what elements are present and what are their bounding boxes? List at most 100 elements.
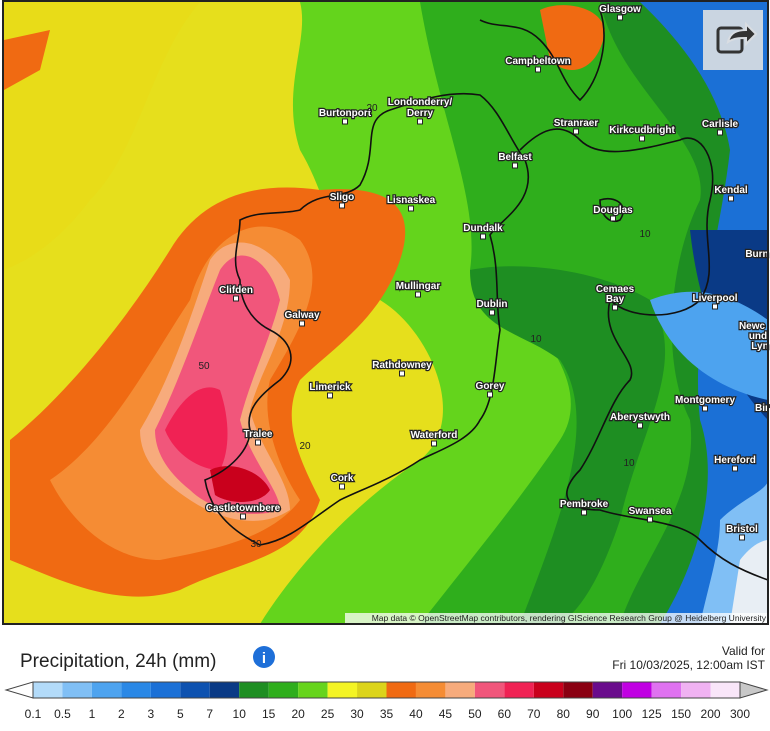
info-button[interactable]: i bbox=[253, 646, 275, 668]
place-marker bbox=[399, 370, 405, 377]
attribution-background bbox=[345, 613, 768, 624]
place-label: Stranraer bbox=[554, 118, 599, 129]
place-marker bbox=[339, 483, 345, 490]
place-label: Glasgow bbox=[599, 4, 641, 15]
legend-swatch bbox=[298, 682, 328, 698]
place-label: Liverpool bbox=[692, 293, 737, 304]
place-marker bbox=[431, 440, 437, 447]
place-label: Rathdowney bbox=[372, 360, 432, 371]
place-marker bbox=[417, 118, 423, 125]
place-marker bbox=[339, 202, 345, 209]
place-label: Campbeltown bbox=[505, 56, 571, 67]
coastline-scotland bbox=[479, 9, 605, 102]
place-label: Bir bbox=[755, 403, 769, 414]
legend-swatch bbox=[209, 682, 240, 698]
legend-label: 10 bbox=[233, 707, 247, 721]
legend-swatch bbox=[474, 682, 505, 698]
place-marker bbox=[408, 205, 414, 212]
place-marker bbox=[342, 118, 348, 125]
legend-label: 1 bbox=[89, 707, 96, 721]
place-label: Douglas bbox=[593, 205, 633, 216]
place-marker bbox=[487, 391, 493, 398]
place-marker bbox=[647, 516, 653, 523]
legend-frame bbox=[32, 681, 741, 699]
place-label: Kendal bbox=[714, 185, 748, 196]
place-marker bbox=[617, 14, 623, 21]
rain-band bbox=[540, 5, 605, 71]
place-marker bbox=[639, 135, 645, 142]
valid-label: Valid for bbox=[722, 644, 765, 658]
share-icon[interactable] bbox=[716, 26, 744, 54]
place-label: Carlisle bbox=[702, 119, 739, 130]
coastline bbox=[204, 9, 769, 581]
legend-label: 35 bbox=[380, 707, 394, 721]
place-label: Mullingar bbox=[396, 281, 441, 292]
share-arrow[interactable] bbox=[726, 21, 758, 47]
legend-swatch bbox=[91, 682, 122, 698]
place-label: Kirkcudbright bbox=[609, 125, 675, 136]
legend-swatch bbox=[504, 682, 534, 698]
legend-label: 300 bbox=[730, 707, 750, 721]
place-marker bbox=[535, 66, 541, 73]
place-marker bbox=[415, 291, 421, 298]
contour-label: 50 bbox=[198, 361, 210, 372]
place-label: Limerick bbox=[309, 382, 351, 393]
legend-swatch bbox=[386, 682, 416, 698]
place-marker bbox=[612, 304, 618, 311]
legend-swatch bbox=[681, 682, 711, 698]
place-label: Clifden bbox=[219, 285, 253, 296]
place-marker bbox=[637, 422, 643, 429]
legend-label: 125 bbox=[642, 707, 662, 721]
place-label: Aberystwyth bbox=[610, 412, 670, 423]
contour-labels: 20 10 10 50 20 10 30 bbox=[198, 103, 651, 550]
legend-swatch bbox=[268, 682, 299, 698]
contour-label: 10 bbox=[639, 229, 651, 240]
legend-swatch bbox=[592, 682, 623, 698]
legend-label: 3 bbox=[147, 707, 154, 721]
place-label: Newc bbox=[739, 321, 766, 332]
legend-label: 0.5 bbox=[54, 707, 71, 721]
legend: 0.1 0.5 1 2 3 5 7 10 15 20 25 30 35 40 45 50 60 70 80 90 100… bbox=[4, 681, 769, 721]
legend-label: 45 bbox=[439, 707, 453, 721]
place-marker bbox=[299, 320, 305, 327]
contour-label: 30 bbox=[250, 539, 262, 550]
rain-band bbox=[210, 466, 270, 502]
place-label: Derry bbox=[407, 108, 434, 119]
coastline-isle-of-man bbox=[599, 198, 624, 222]
legend-swatch bbox=[150, 682, 181, 698]
legend-arrow-low bbox=[4, 681, 34, 699]
place-label: Waterford bbox=[411, 430, 458, 441]
place-marker bbox=[728, 195, 734, 202]
legend-swatch bbox=[710, 682, 740, 698]
legend-swatch bbox=[121, 682, 151, 698]
place-label: Pembroke bbox=[560, 499, 609, 510]
rain-band bbox=[730, 540, 768, 624]
rain-band bbox=[165, 387, 228, 470]
legend-label: 0.1 bbox=[25, 707, 42, 721]
legend-label: 2 bbox=[118, 707, 125, 721]
place-marker bbox=[581, 509, 587, 516]
place-marker bbox=[739, 534, 745, 541]
place-label: und bbox=[749, 331, 767, 342]
place-label: Swansea bbox=[629, 506, 672, 517]
rain-band bbox=[4, 30, 50, 90]
info-icon-glyph[interactable]: i bbox=[262, 650, 266, 667]
contour-label: 10 bbox=[623, 458, 635, 469]
place-marker bbox=[233, 295, 239, 302]
place-label: Dublin bbox=[476, 299, 507, 310]
legend-label: 25 bbox=[321, 707, 335, 721]
place-marker bbox=[327, 392, 333, 399]
legend-label: 50 bbox=[468, 707, 482, 721]
place-label: Londonderry/ bbox=[388, 97, 453, 108]
legend-swatch bbox=[563, 682, 593, 698]
info-icon[interactable] bbox=[253, 646, 275, 668]
place-marker bbox=[732, 465, 738, 472]
title: Precipitation, 24h (mm) bbox=[20, 651, 216, 672]
place-marker bbox=[573, 128, 579, 135]
places: Glasgow Campbeltown Londonderry/Derry Burto… bbox=[205, 3, 770, 541]
share-button[interactable] bbox=[703, 10, 763, 70]
legend-label: 70 bbox=[527, 707, 541, 721]
place-marker bbox=[512, 162, 518, 169]
legend-label: 90 bbox=[586, 707, 600, 721]
place-label: Gorey bbox=[476, 381, 505, 392]
